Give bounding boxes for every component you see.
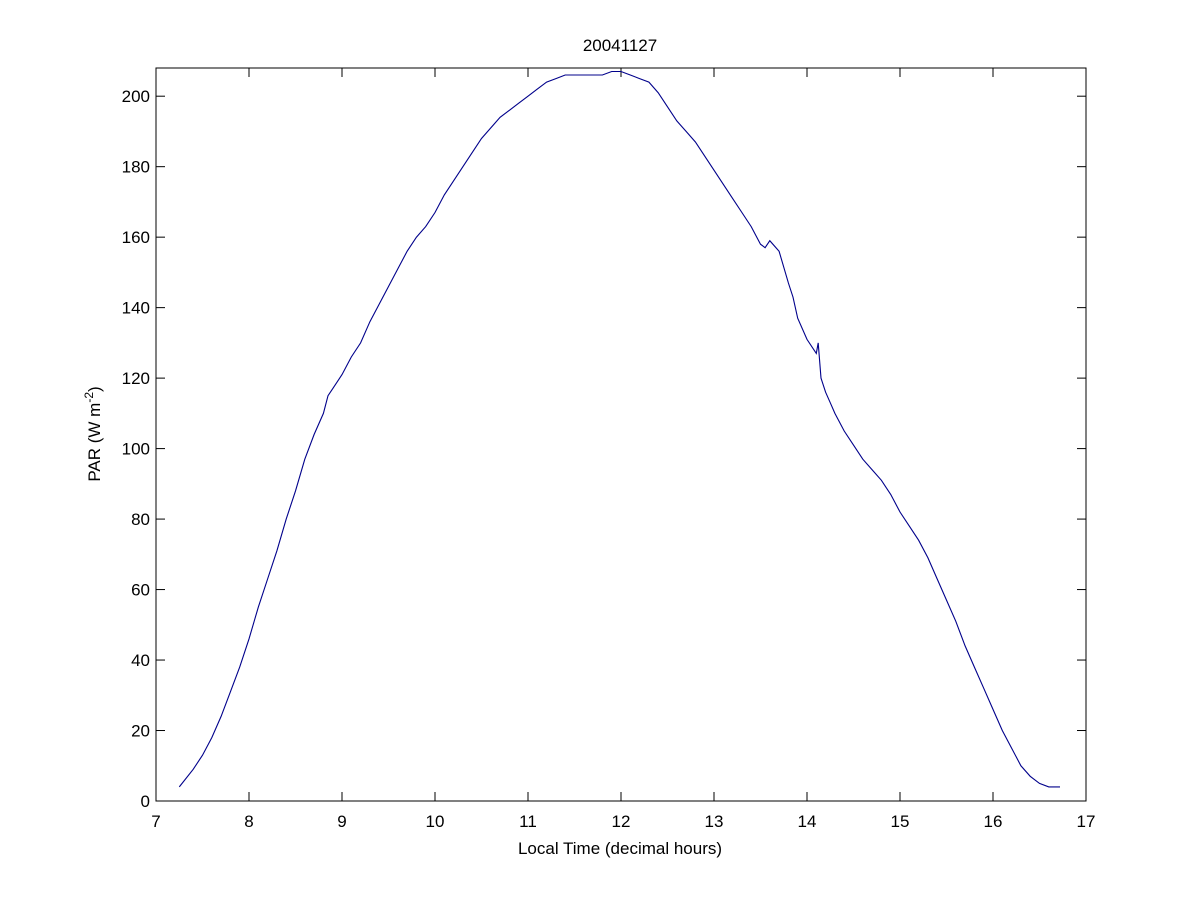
y-tick-label: 120 [122,369,150,388]
x-tick-label: 16 [984,812,1003,831]
y-tick-label: 80 [131,510,150,529]
x-tick-label: 15 [891,812,910,831]
y-tick-label: 40 [131,651,150,670]
y-tick-label: 160 [122,228,150,247]
y-tick-label: 200 [122,87,150,106]
x-tick-label: 8 [244,812,253,831]
y-axis-label-sup: -2 [82,392,96,403]
y-tick-label: 100 [122,440,150,459]
x-tick-label: 17 [1077,812,1096,831]
x-tick-label: 14 [798,812,817,831]
y-tick-label: 20 [131,722,150,741]
y-tick-label: 0 [141,792,150,811]
par-series-line [178,70,1060,788]
x-axis: 7 8 9 10 11 12 13 14 15 16 17 [151,68,1095,831]
plot-area [155,67,1087,802]
y-tick-label: 140 [122,299,150,318]
x-tick-label: 9 [337,812,346,831]
y-axis-label: PAR (W m-2) [82,386,104,481]
chart-title: 20041127 [583,36,657,55]
y-axis-label-base: PAR (W m [85,403,104,482]
x-tick-label: 12 [612,812,631,831]
x-tick-label: 7 [151,812,160,831]
y-tick-label: 180 [122,158,150,177]
x-tick-label: 11 [519,812,537,831]
y-axis-label-end: ) [85,386,104,392]
y-tick-label: 60 [131,581,150,600]
x-tick-label: 13 [705,812,724,831]
y-axis: 0 20 40 60 80 100 120 140 160 180 200 [122,87,1086,811]
x-axis-label: Local Time (decimal hours) [518,839,722,858]
x-tick-label: 10 [426,812,445,831]
